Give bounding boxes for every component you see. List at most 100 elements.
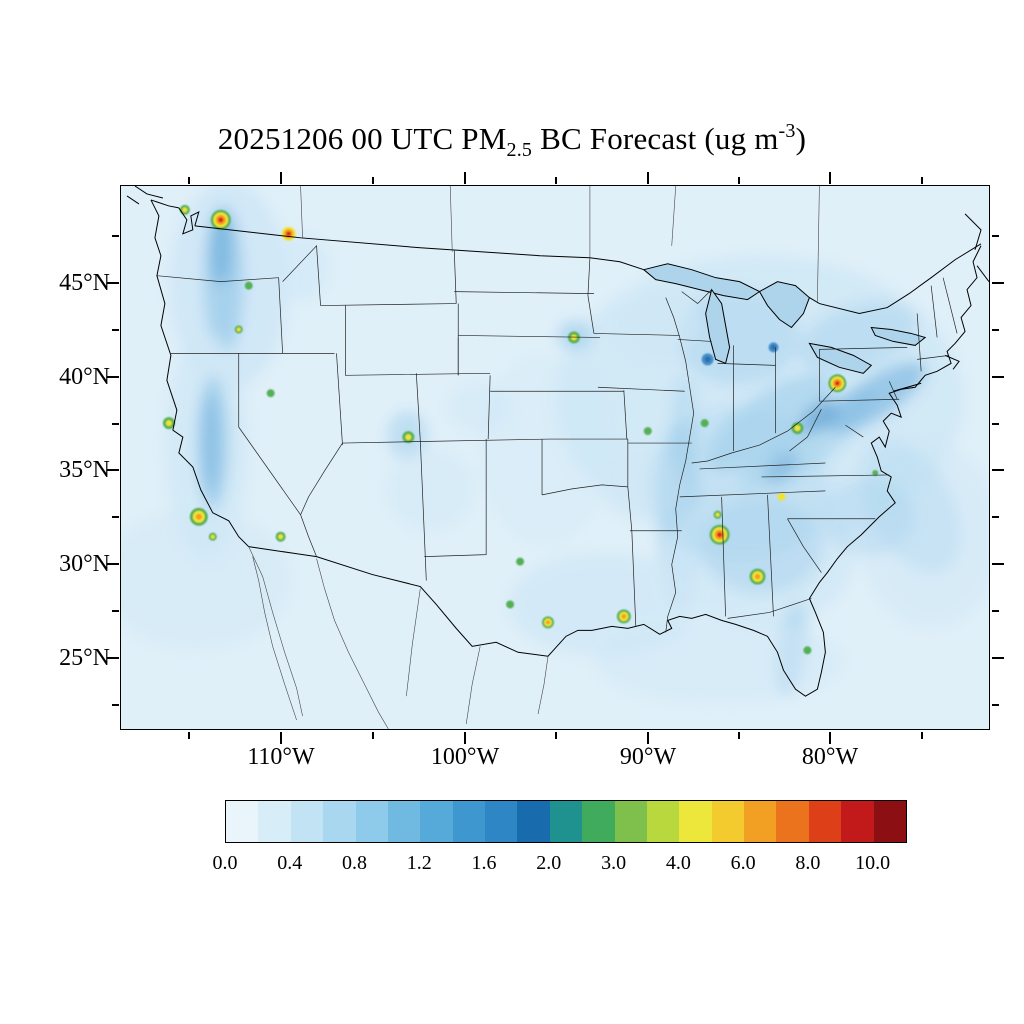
colorbar-tick-label: 10.0 xyxy=(855,852,891,874)
state-border-line xyxy=(789,409,822,452)
state-border-line xyxy=(238,353,301,515)
state-border-line xyxy=(453,249,457,304)
hotspot-bc-border xyxy=(182,207,188,213)
hotspot-south-georgia xyxy=(754,573,761,580)
lat-axis-tick xyxy=(991,376,1004,378)
colorbar-tick-label: 2.0 xyxy=(536,852,562,874)
state-border-line xyxy=(681,289,712,305)
lat-axis-tick xyxy=(991,282,1004,284)
hotspot-st-louis xyxy=(643,427,652,436)
colorbar-cell xyxy=(679,801,712,842)
state-border-line xyxy=(487,375,491,440)
lon-axis-tick xyxy=(280,171,282,184)
lon-axis-tick xyxy=(829,171,831,184)
colorbar-cell xyxy=(290,801,324,842)
colorbar-cell xyxy=(258,801,291,842)
state-border-line xyxy=(345,305,491,376)
colorbar-cell xyxy=(808,801,842,842)
colorbar-cell xyxy=(355,801,388,842)
canadian-maritimes xyxy=(964,213,989,282)
colorbar-tick-label: 0.4 xyxy=(277,852,303,874)
lon-tick-label: 80°W xyxy=(801,744,859,770)
state-border-line xyxy=(916,313,922,372)
state-border-line xyxy=(336,353,343,446)
lat-axis-tick xyxy=(111,610,119,612)
mexico-west-coast xyxy=(316,558,389,729)
state-border-line xyxy=(819,398,900,402)
hotspot-los-angeles xyxy=(195,513,202,520)
hotspot-birmingham xyxy=(715,512,720,517)
colorbar-cell xyxy=(549,801,583,842)
ohio-river xyxy=(691,387,836,464)
colorbar-tick-label: 3.0 xyxy=(601,852,627,874)
canada-province-line xyxy=(817,186,820,302)
colorbar-cell xyxy=(776,801,809,842)
region-northeast-corridor xyxy=(826,361,926,433)
colorbar-cell xyxy=(646,801,680,842)
lon-axis-tick xyxy=(738,176,740,184)
lat-axis-tick xyxy=(991,704,999,706)
concentration-washes xyxy=(121,186,989,705)
colorbar-cell xyxy=(711,801,744,842)
colorbar-cell xyxy=(387,801,421,842)
lat-axis-tick xyxy=(991,329,999,331)
region-gulf-offshore xyxy=(594,620,845,705)
lon-tick-label: 90°W xyxy=(619,744,677,770)
lon-axis-tick xyxy=(738,731,740,739)
hotspot-minneapolis xyxy=(570,334,577,341)
canada-province-line xyxy=(671,186,677,246)
lat-axis-tick xyxy=(106,657,119,659)
colorbar-cell xyxy=(614,801,647,842)
colorbar-cell xyxy=(841,801,874,842)
lat-axis-tick xyxy=(111,516,119,518)
lat-axis-tick xyxy=(991,563,1004,565)
lon-tick-label: 100°W xyxy=(430,744,500,770)
colorbar-cell xyxy=(744,801,777,842)
long-island xyxy=(893,382,922,392)
lon-axis-tick xyxy=(188,176,190,184)
colorbar-tick-label: 8.0 xyxy=(795,852,821,874)
lat-axis-tick xyxy=(106,282,119,284)
lat-axis-tick xyxy=(991,657,1004,659)
lake-ontario xyxy=(870,326,927,346)
state-border-line xyxy=(278,277,283,354)
lat-axis-tick xyxy=(991,516,999,518)
lat-axis-tick xyxy=(106,376,119,378)
puget-sound xyxy=(150,199,200,235)
canada-border-east xyxy=(809,243,982,315)
colorbar-cell xyxy=(485,801,518,842)
lat-axis-tick xyxy=(111,423,119,425)
hotspot-reno xyxy=(266,389,275,398)
state-border-line xyxy=(454,291,594,294)
hotspot-baton-rouge-new-orleans xyxy=(621,614,627,619)
state-border-line xyxy=(458,335,600,338)
colorbar-cell xyxy=(226,801,259,842)
hotspot-cincinnati xyxy=(700,419,709,428)
state-border-line xyxy=(721,496,726,617)
state-border-line xyxy=(424,439,487,557)
region-southeast-interior xyxy=(649,405,830,565)
state-border-line xyxy=(627,486,637,627)
colorbar-tick-label: 6.0 xyxy=(730,852,756,874)
colorbar xyxy=(225,800,907,843)
title-text-1: 20251206 00 UTC PM xyxy=(217,121,507,156)
region-four-corners xyxy=(385,448,476,532)
state-border-line xyxy=(761,474,890,478)
hotspot-dallas xyxy=(516,557,525,566)
concentration-hotspots xyxy=(162,204,879,655)
hotspot-seattle-tacoma xyxy=(218,217,224,223)
state-border-line xyxy=(342,438,628,444)
region-puget-willamette xyxy=(208,209,233,286)
hotspot-houston xyxy=(546,620,551,625)
state-border-line xyxy=(597,386,685,392)
lat-axis-tick xyxy=(111,704,119,706)
region-carolina-coast xyxy=(819,478,916,555)
lat-axis-tick xyxy=(991,423,999,425)
state-border-line xyxy=(699,462,826,470)
state-border-line xyxy=(677,339,712,342)
state-border-line xyxy=(930,285,938,338)
region-central-valley-core xyxy=(201,393,220,493)
lat-tick-label: 35°N xyxy=(59,457,110,483)
hotspot-bay-area xyxy=(165,420,172,427)
